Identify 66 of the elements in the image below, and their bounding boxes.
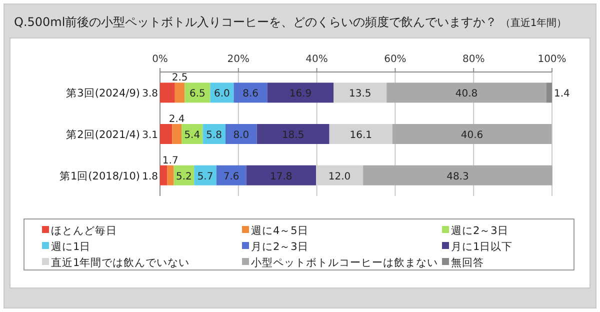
bar bbox=[267, 82, 334, 103]
data-label: 5.7 bbox=[197, 171, 214, 182]
data-label: 1.4 bbox=[554, 88, 570, 100]
bar bbox=[392, 124, 552, 144]
bar bbox=[174, 165, 194, 186]
data-label: 6.0 bbox=[214, 88, 230, 100]
legend-label: 直近1年間では飲んでいない bbox=[51, 256, 190, 269]
y-tick-label: 第3回(2024/9) bbox=[66, 88, 140, 100]
legend-label: 無回答 bbox=[451, 257, 484, 269]
data-label: 5.2 bbox=[176, 171, 192, 182]
bar bbox=[546, 82, 552, 103]
data-label: 40.6 bbox=[460, 130, 484, 141]
data-label: 12.0 bbox=[328, 171, 351, 182]
bar bbox=[246, 165, 316, 186]
bar bbox=[174, 82, 185, 103]
data-label: 40.8 bbox=[455, 88, 478, 100]
legend-label: 月に1日以下 bbox=[451, 240, 513, 253]
data-label: 16.9 bbox=[289, 88, 312, 100]
x-tick-label: 20% bbox=[227, 54, 250, 65]
data-label: 8.6 bbox=[242, 88, 259, 100]
bar bbox=[363, 165, 552, 186]
chart-title: Q.500ml前後の小型ペットボトル入りコーヒーを、どのくらいの頻度で飲んでいますか？ bbox=[14, 15, 498, 29]
y-tick-label: 第2回(2021/4) bbox=[66, 129, 140, 141]
legend-label: 週に4～5日 bbox=[251, 225, 308, 237]
legend-label: ほとんど毎日 bbox=[51, 225, 117, 237]
x-tick-label: 80% bbox=[462, 54, 485, 65]
data-label: 6.5 bbox=[189, 88, 206, 100]
data-label: 5.8 bbox=[206, 130, 222, 141]
bar bbox=[256, 124, 330, 144]
legend-label: 週に2～3日 bbox=[451, 225, 508, 237]
legend-label: 月に2～3日 bbox=[251, 241, 308, 253]
bar bbox=[184, 82, 210, 103]
data-label: 13.5 bbox=[348, 88, 372, 100]
bar bbox=[234, 82, 268, 103]
data-label: 1.7 bbox=[162, 155, 178, 166]
legend-label: 週に1日 bbox=[51, 241, 91, 253]
bar bbox=[160, 165, 168, 186]
bar bbox=[160, 82, 175, 103]
x-tick-label: 60% bbox=[384, 54, 406, 65]
bar bbox=[334, 82, 387, 103]
bar bbox=[167, 165, 174, 186]
bar bbox=[386, 82, 547, 103]
chart-subtitle: （直近1年間） bbox=[497, 17, 567, 29]
data-label: 1.8 bbox=[142, 171, 158, 182]
bar bbox=[225, 124, 257, 144]
data-label: 2.5 bbox=[172, 72, 188, 84]
data-label: 5.4 bbox=[184, 130, 200, 141]
x-tick-label: 100% bbox=[538, 54, 566, 65]
data-label: 3.1 bbox=[142, 130, 158, 141]
bar bbox=[160, 124, 172, 144]
data-label: 8.0 bbox=[233, 130, 250, 141]
bar bbox=[216, 165, 246, 186]
data-label: 18.5 bbox=[282, 130, 304, 141]
bar bbox=[172, 124, 182, 144]
y-tick-label: 第1回(2018/10) bbox=[60, 170, 140, 182]
data-label: 16.1 bbox=[350, 130, 372, 141]
data-label: 2.4 bbox=[168, 114, 185, 125]
data-label: 48.3 bbox=[446, 171, 469, 182]
bar bbox=[194, 165, 216, 186]
data-label: 7.6 bbox=[223, 171, 240, 182]
bar bbox=[329, 124, 392, 144]
data-label: 3.8 bbox=[142, 88, 158, 100]
legend-label: 小型ペットボトルコーヒーは飲まない bbox=[251, 256, 438, 269]
x-tick-label: 0% bbox=[152, 54, 168, 65]
x-tick-label: 40% bbox=[306, 54, 328, 65]
data-label: 17.8 bbox=[270, 171, 292, 182]
